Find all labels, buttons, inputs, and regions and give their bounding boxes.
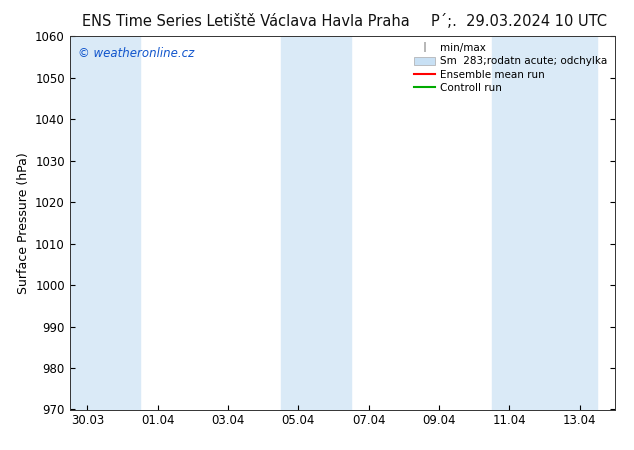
Text: P´;.  29.03.2024 10 UTC: P´;. 29.03.2024 10 UTC [431, 14, 607, 28]
Bar [70, 36, 140, 410]
Text: ENS Time Series Letiště Václava Havla Praha: ENS Time Series Letiště Václava Havla Pr… [82, 14, 410, 28]
Legend: min/max, Sm  283;rodatn acute; odchylka, Ensemble mean run, Controll run: min/max, Sm 283;rodatn acute; odchylka, … [410, 39, 612, 97]
Text: © weatheronline.cz: © weatheronline.cz [78, 47, 194, 60]
Y-axis label: Surface Pressure (hPa): Surface Pressure (hPa) [16, 152, 30, 294]
Bar [281, 36, 351, 410]
Bar [492, 36, 597, 410]
